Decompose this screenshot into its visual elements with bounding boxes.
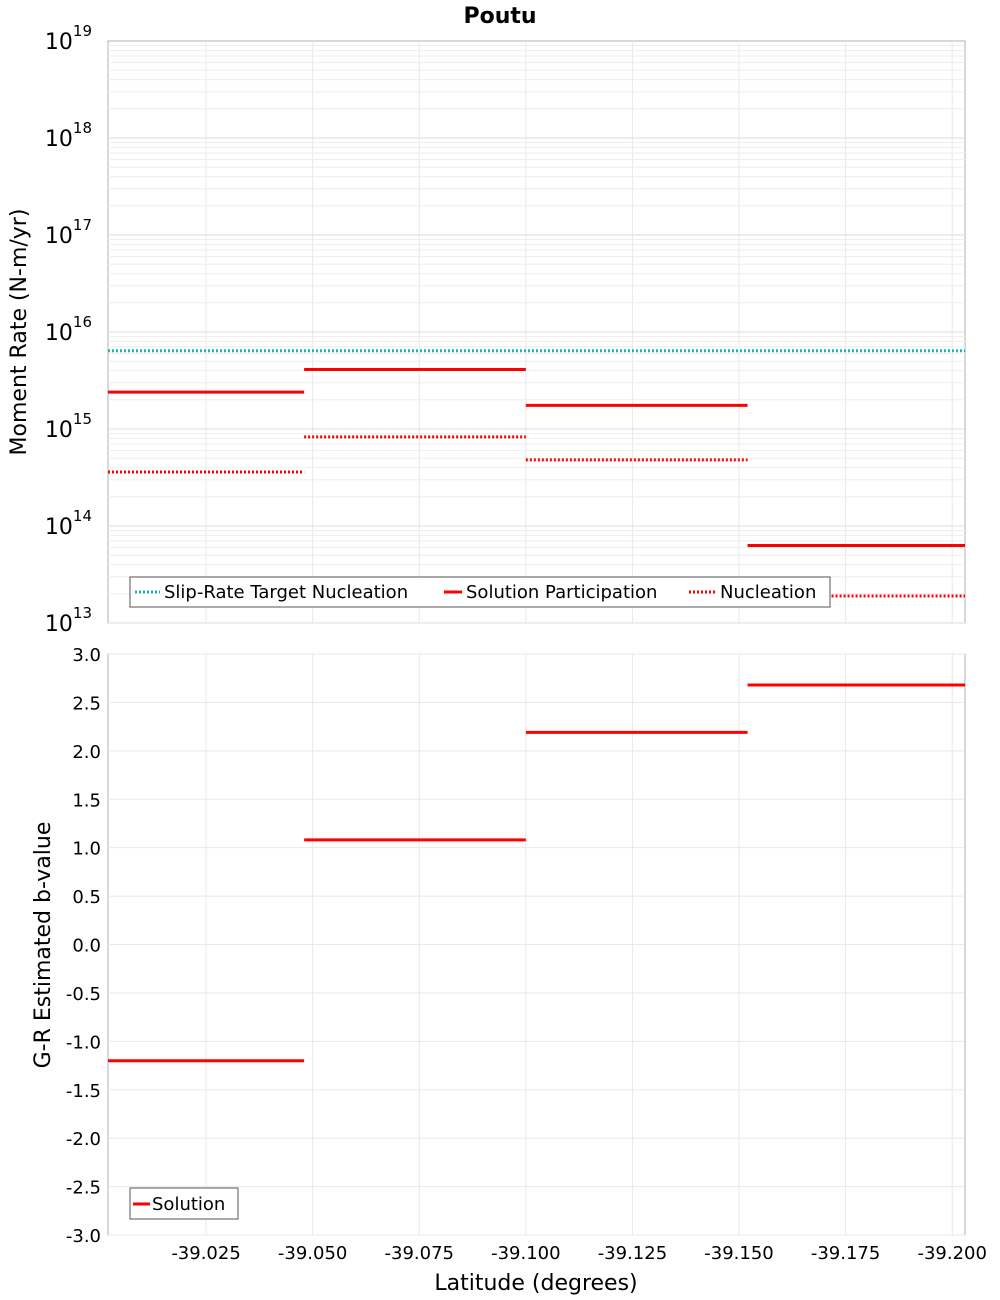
- b-value-y-tick-label: -3.0: [66, 1226, 101, 1247]
- b-value-y-tick-label: -2.5: [66, 1178, 101, 1199]
- latitude-x-tick-label: -39.025: [171, 1243, 240, 1264]
- moment-rate-y-axis-label: Moment Rate (N-m/yr): [7, 209, 32, 456]
- latitude-x-ticks: -39.025 -39.050 -39.075 -39.100 -39.125 -39.1…: [171, 1243, 987, 1264]
- moment-rate-y-tick-label: 1014: [45, 507, 92, 540]
- b-value-y-tick-label: 1.5: [72, 790, 101, 811]
- b-value-panel: -3.0 -2.5 -2.0 -1.5 -1.0 -0.5 0.0 0.5 1.0 1.5 2.0 2…: [31, 645, 987, 1296]
- b-value-y-tick-label: -2.0: [66, 1129, 101, 1150]
- moment-rate-y-tick-label: 1013: [45, 604, 92, 637]
- legend-label-slip-rate-target: Slip-Rate Target Nucleation: [164, 582, 408, 603]
- moment-rate-grid: [108, 41, 965, 624]
- latitude-x-tick-label: -39.200: [917, 1243, 986, 1264]
- moment-rate-y-tick-label: 1017: [45, 216, 92, 249]
- latitude-x-tick-label: -39.175: [811, 1243, 880, 1264]
- x-axis-label: Latitude (degrees): [434, 1271, 637, 1296]
- legend-label-nucleation: Nucleation: [720, 582, 816, 603]
- b-value-y-tick-label: -0.5: [66, 984, 101, 1005]
- moment-rate-y-tick-label: 1016: [45, 313, 92, 346]
- b-value-grid: [108, 653, 965, 1236]
- moment-rate-series: [108, 349, 965, 598]
- b-value-y-axis-label: G-R Estimated b-value: [31, 822, 56, 1069]
- moment-rate-y-tick-label: 1018: [45, 119, 92, 152]
- b-value-series: [108, 683, 965, 1063]
- b-value-y-tick-label: 0.5: [72, 887, 101, 908]
- chart-title: Poutu: [463, 4, 536, 29]
- moment-rate-panel: 1013 1014 1015 1016 1017 1018 1019 Moment Rate…: [7, 22, 966, 637]
- latitude-x-tick-label: -39.050: [278, 1243, 347, 1264]
- moment-rate-y-ticks: 1013 1014 1015 1016 1017 1018 1019: [45, 22, 92, 637]
- b-value-y-tick-label: 2.0: [72, 742, 101, 763]
- moment-rate-y-tick-label: 1015: [45, 410, 92, 443]
- b-value-y-tick-label: 1.0: [72, 839, 101, 860]
- b-value-y-tick-label: -1.0: [66, 1032, 101, 1053]
- legend-label-solution: Solution: [152, 1194, 225, 1215]
- latitude-x-tick-label: -39.100: [491, 1243, 560, 1264]
- b-value-y-tick-label: 3.0: [72, 645, 101, 666]
- legend-label-solution-participation: Solution Participation: [466, 582, 657, 603]
- moment-rate-legend: Slip-Rate Target Nucleation Solution Par…: [129, 576, 831, 608]
- b-value-y-tick-label: -1.5: [66, 1081, 101, 1102]
- moment-rate-y-tick-label: 1019: [45, 22, 92, 55]
- b-value-legend: Solution: [129, 1187, 239, 1220]
- latitude-x-tick-label: -39.125: [598, 1243, 667, 1264]
- b-value-y-tick-label: 0.0: [72, 936, 101, 957]
- latitude-x-tick-label: -39.075: [385, 1243, 454, 1264]
- b-value-y-tick-label: 2.5: [72, 693, 101, 714]
- b-value-y-ticks: -3.0 -2.5 -2.0 -1.5 -1.0 -0.5 0.0 0.5 1.0 1.5 2.0 2…: [66, 645, 101, 1247]
- latitude-x-tick-label: -39.150: [704, 1243, 773, 1264]
